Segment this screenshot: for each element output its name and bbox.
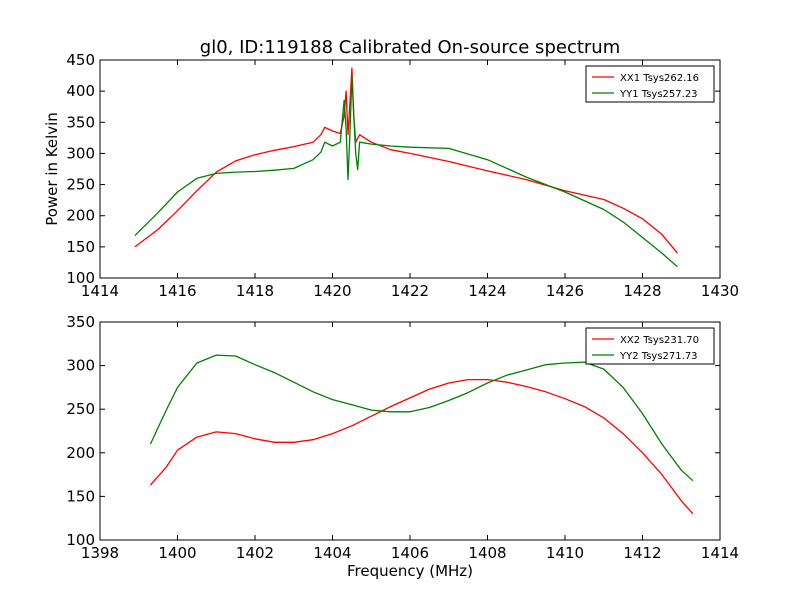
x-tick-label: 1430 xyxy=(701,282,739,300)
x-tick-label: 1426 xyxy=(546,282,584,300)
legend-label: XX2 Tsys231.70 xyxy=(620,335,699,346)
x-tick-label: 1412 xyxy=(623,544,661,562)
y-tick-label: 100 xyxy=(66,531,95,549)
x-tick-label: 1428 xyxy=(623,282,661,300)
x-tick-label: 1398 xyxy=(81,544,119,562)
series-line-2 xyxy=(149,354,694,482)
x-tick-label: 1414 xyxy=(81,282,119,300)
series-line-2 xyxy=(134,74,678,268)
x-tick-label: 1418 xyxy=(236,282,274,300)
y-tick-label: 300 xyxy=(66,144,95,162)
x-tick-label: 1420 xyxy=(313,282,351,300)
x-tick-label: 1416 xyxy=(158,282,196,300)
legend-label: YY2 Tsys271.73 xyxy=(619,351,698,362)
legend: XX1 Tsys262.16 YY1 Tsys257.23 xyxy=(585,65,715,103)
x-tick-label: 1414 xyxy=(701,544,739,562)
x-tick-label: 1400 xyxy=(158,544,196,562)
x-tick-label: 1424 xyxy=(468,282,506,300)
chart-panel-top: 1414 1416 1418 1420 1422 1424 1426 1428 1430 100 1… xyxy=(66,51,739,300)
series-line-1 xyxy=(149,378,694,515)
legend-label: XX1 Tsys262.16 xyxy=(620,73,699,84)
y-tick-label: 350 xyxy=(66,313,95,331)
x-tick-label: 1406 xyxy=(391,544,429,562)
y-tick-label: 350 xyxy=(66,113,95,131)
x-tick-label: 1402 xyxy=(236,544,274,562)
y-tick-label: 200 xyxy=(66,207,95,225)
y-tick-label: 400 xyxy=(66,82,95,100)
y-tick-label: 200 xyxy=(66,444,95,462)
y-tick-label: 100 xyxy=(66,269,95,287)
legend-box xyxy=(585,65,715,103)
legend-label: YY1 Tsys257.23 xyxy=(619,89,698,100)
x-tick-label: 1422 xyxy=(391,282,429,300)
y-tick-label: 450 xyxy=(66,51,95,69)
y-tick-label: 150 xyxy=(66,238,95,256)
chart-title: gl0, ID:119188 Calibrated On-source spec… xyxy=(200,37,620,58)
x-tick-label: 1404 xyxy=(313,544,351,562)
y-tick-label: 250 xyxy=(66,176,95,194)
x-axis-label: Frequency (MHz) xyxy=(347,562,473,580)
y-tick-label: 150 xyxy=(66,487,95,505)
x-tick-label: 1408 xyxy=(468,544,506,562)
y-axis-label: Power in Kelvin xyxy=(43,112,61,226)
x-tick-label: 1410 xyxy=(546,544,584,562)
legend-box xyxy=(585,327,715,365)
chart-panel-bottom: 1398 1400 1402 1404 1406 1408 1410 1412 1414 100 1… xyxy=(66,313,739,562)
legend: XX2 Tsys231.70 YY2 Tsys271.73 xyxy=(585,327,715,365)
y-tick-label: 300 xyxy=(66,357,95,375)
y-tick-label: 250 xyxy=(66,400,95,418)
